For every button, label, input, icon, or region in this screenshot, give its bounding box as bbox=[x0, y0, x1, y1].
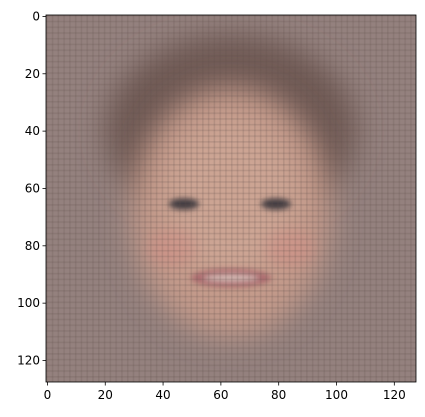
reconstruction-grid-pattern bbox=[46, 15, 416, 382]
y-tick-label: 20 bbox=[25, 67, 40, 81]
x-tick-label: 40 bbox=[155, 388, 170, 402]
y-tick-label: 80 bbox=[25, 239, 40, 253]
y-tick-label: 60 bbox=[25, 181, 40, 195]
x-tick-label: 120 bbox=[383, 388, 406, 402]
y-axis: 0 20 40 60 80 100 120 bbox=[17, 9, 46, 367]
y-tick-label: 40 bbox=[25, 124, 40, 138]
x-tick-label: 100 bbox=[325, 388, 348, 402]
axes-frame bbox=[45, 14, 417, 383]
y-tick-label: 100 bbox=[17, 296, 40, 310]
x-tick-label: 20 bbox=[98, 388, 113, 402]
y-tick-label: 120 bbox=[17, 353, 40, 367]
y-tick-label: 0 bbox=[32, 9, 40, 23]
x-axis: 0 20 40 60 80 100 120 bbox=[44, 382, 406, 402]
x-tick-label: 80 bbox=[271, 388, 286, 402]
face-image bbox=[46, 15, 416, 382]
x-tick-label: 0 bbox=[44, 388, 52, 402]
x-tick-label: 60 bbox=[213, 388, 228, 402]
